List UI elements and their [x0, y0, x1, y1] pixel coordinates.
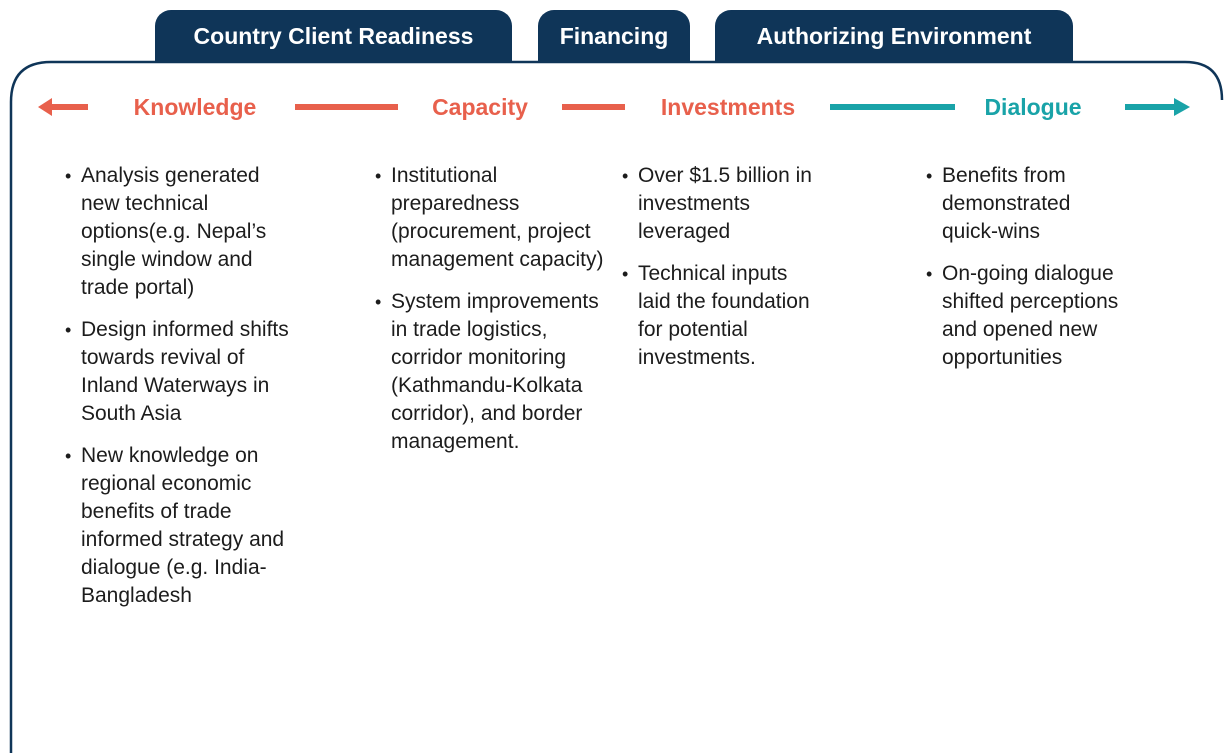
- bullet: Technical inputs laid the foundation for…: [622, 260, 822, 372]
- bullet: System improvements in trade logistics, …: [375, 288, 607, 456]
- tab[interactable]: Financing: [538, 10, 690, 62]
- bullet: Design informed shifts towards revival o…: [65, 316, 301, 428]
- bullet-column: Analysis generated new technical options…: [65, 162, 301, 624]
- bullet: Analysis generated new technical options…: [65, 162, 301, 302]
- bullet-column: Institutional preparedness (procurement,…: [375, 162, 607, 470]
- bullet-column: Over $1.5 billion in investments leverag…: [622, 162, 822, 386]
- stage-label: Capacity: [432, 94, 528, 120]
- arrows-cool: [830, 98, 1190, 116]
- bullet: New knowledge on regional economic benef…: [65, 442, 301, 610]
- bullet: Over $1.5 billion in investments leverag…: [622, 162, 822, 246]
- tab[interactable]: Country Client Readiness: [155, 10, 512, 62]
- stage-label: Knowledge: [133, 94, 257, 120]
- bullet-column: Benefits from demonstrated quick-wins On-…: [926, 162, 1126, 386]
- arrows-warm: [38, 98, 625, 116]
- stage-label: Dialogue: [984, 94, 1082, 120]
- bullet: Benefits from demonstrated quick-wins: [926, 162, 1126, 246]
- bullet: Institutional preparedness (procurement,…: [375, 162, 607, 274]
- bullet: On-going dialogue shifted perceptions an…: [926, 260, 1126, 372]
- tab[interactable]: Authorizing Environment: [715, 10, 1073, 62]
- stage-label: Investments: [660, 94, 796, 120]
- border: [9, 60, 1224, 753]
